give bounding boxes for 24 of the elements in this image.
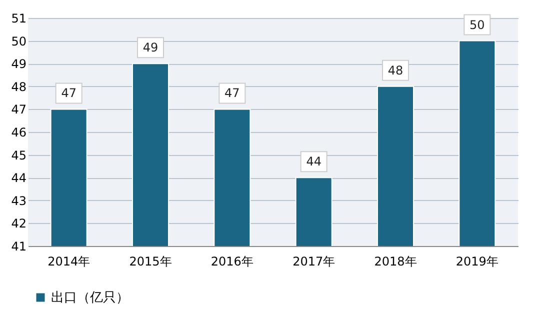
- y-tick-label: 43: [11, 194, 26, 208]
- y-tick-label: 44: [11, 171, 26, 186]
- y-tick-label: 46: [11, 126, 26, 140]
- data-label: 44: [306, 154, 322, 169]
- y-tick-label: 51: [11, 12, 26, 26]
- x-tick-label: 2017年: [292, 254, 336, 268]
- data-label: 50: [470, 18, 485, 32]
- y-tick-label: 41: [11, 240, 26, 254]
- data-label: 48: [388, 63, 404, 78]
- x-tick-label: 2014年: [48, 254, 90, 268]
- y-tick-label: 42: [11, 216, 26, 231]
- x-tick-label: 2016年: [210, 254, 254, 268]
- y-tick-label: 50: [11, 34, 26, 48]
- legend-label: 出口（亿只）: [51, 290, 129, 306]
- data-label: 47: [61, 86, 76, 100]
- y-tick-label: 49: [11, 57, 26, 72]
- data-label: 47: [224, 86, 240, 100]
- x-tick-label: 2019年: [456, 254, 498, 268]
- y-tick-label: 48: [11, 80, 26, 94]
- x-tick-label: 2015年: [129, 254, 172, 268]
- data-label: 49: [142, 40, 158, 55]
- y-tick-label: 45: [11, 148, 26, 162]
- x-tick-label: 2018年: [374, 254, 417, 268]
- y-tick-label: 47: [11, 102, 26, 117]
